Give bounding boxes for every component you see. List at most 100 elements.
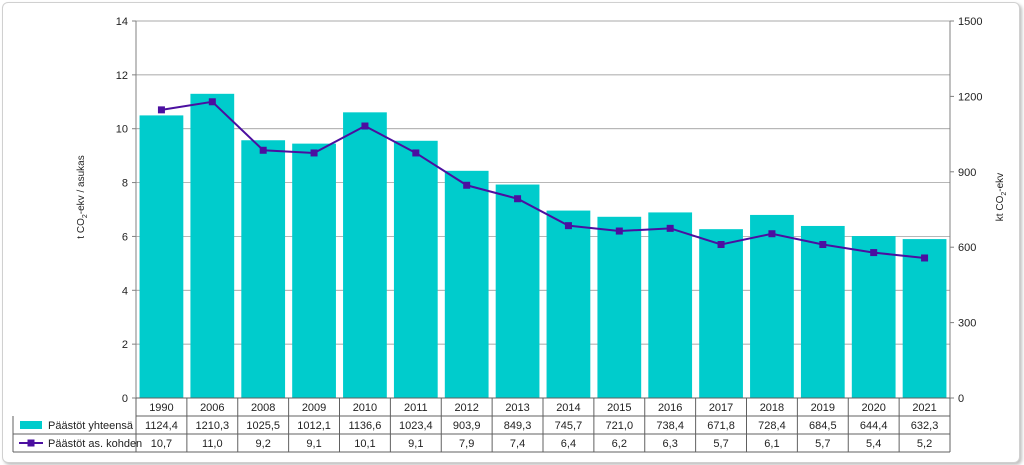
- bar: [648, 212, 693, 398]
- line-series: [157, 98, 929, 262]
- category-label: 2010: [353, 402, 377, 414]
- table-value: 849,3: [504, 420, 532, 432]
- table-value: 632,3: [911, 420, 939, 432]
- right-tick-label: 300: [958, 318, 976, 330]
- category-label: 2006: [200, 402, 224, 414]
- bar: [699, 229, 743, 398]
- bar-series: [139, 93, 947, 398]
- left-axis-label: t CO2-ekv / asukas: [76, 155, 89, 238]
- table-value: 9,1: [408, 438, 423, 450]
- line-marker: [666, 224, 674, 232]
- table-value: 1136,6: [349, 420, 382, 432]
- line-marker: [768, 230, 776, 238]
- table-value: 1023,4: [399, 420, 433, 432]
- table-value: 671,8: [707, 420, 735, 432]
- table-value: 745,7: [555, 420, 583, 432]
- line-marker: [819, 241, 827, 249]
- axes: [135, 21, 951, 398]
- bar: [597, 216, 642, 398]
- line-marker: [157, 106, 165, 114]
- table-value: 7,4: [510, 438, 525, 450]
- left-tick-label: 0: [122, 393, 128, 405]
- left-tick-label: 6: [122, 231, 128, 243]
- line-marker: [615, 227, 623, 235]
- category-label: 2019: [811, 402, 835, 414]
- category-label: 2016: [658, 402, 682, 414]
- category-label: 2018: [760, 402, 784, 414]
- right-axis-ticks: 0 300 600 900 1200 1500: [950, 16, 982, 405]
- bar: [190, 93, 235, 398]
- bar: [851, 236, 896, 398]
- legend-swatch-bar: [20, 421, 42, 429]
- table-value: 1124,4: [145, 420, 178, 432]
- table-value: 1012,1: [297, 420, 331, 432]
- right-tick-label: 1200: [958, 91, 982, 103]
- table-value: 9,1: [306, 438, 321, 450]
- left-tick-label: 2: [122, 339, 128, 351]
- bar: [444, 170, 489, 398]
- category-label: 2008: [251, 402, 275, 414]
- line-marker: [564, 222, 572, 230]
- line-marker: [717, 241, 725, 249]
- category-label: 2011: [404, 402, 428, 414]
- table-value: 11,0: [202, 438, 223, 450]
- table-value: 1210,3: [195, 420, 229, 432]
- category-label: 2021: [912, 402, 936, 414]
- bar: [241, 140, 286, 398]
- line-marker: [259, 146, 267, 154]
- table-value: 6,1: [764, 438, 779, 450]
- legend-label: Päästöt as. kohden: [48, 438, 142, 450]
- right-tick-label: 600: [958, 242, 976, 254]
- bar: [800, 225, 845, 398]
- table-value: 5,7: [815, 438, 830, 450]
- table-value: 5,2: [917, 438, 932, 450]
- left-tick-label: 4: [122, 285, 128, 297]
- line-marker: [921, 254, 929, 262]
- right-axis-label: kt CO2-ekv: [995, 173, 1008, 221]
- line-marker: [310, 149, 318, 157]
- table-value: 10,7: [151, 438, 172, 450]
- category-label: 2020: [861, 402, 885, 414]
- table-value: 6,2: [612, 438, 627, 450]
- right-tick-label: 1500: [958, 16, 982, 28]
- right-tick-label: 900: [958, 167, 976, 179]
- right-tick-label: 0: [958, 393, 964, 405]
- bar: [292, 143, 336, 398]
- table-value: 728,4: [758, 420, 786, 432]
- line-marker: [514, 195, 522, 203]
- left-tick-label: 12: [116, 70, 128, 82]
- legend-swatch-marker: [27, 439, 35, 447]
- category-label: 1990: [149, 402, 173, 414]
- table-value: 721,0: [606, 420, 634, 432]
- category-label: 2014: [556, 402, 580, 414]
- left-tick-label: 10: [116, 124, 128, 136]
- left-tick-label: 8: [122, 178, 128, 190]
- bar: [343, 112, 387, 398]
- table-value: 7,9: [459, 438, 474, 450]
- line-marker: [208, 98, 216, 106]
- table-value: 6,4: [561, 438, 576, 450]
- bar: [546, 210, 591, 398]
- bar: [393, 140, 438, 398]
- table-value: 10,1: [354, 438, 375, 450]
- data-table: 1990 2006 2008 2009 2010 2011 2012 2013 2014 2015…: [12, 397, 951, 453]
- table-value: 684,5: [809, 420, 837, 432]
- category-label: 2013: [505, 402, 529, 414]
- table-value: 1025,5: [246, 420, 280, 432]
- table-value: 5,7: [713, 438, 728, 450]
- table-value: 903,9: [453, 420, 481, 432]
- table-value: 738,4: [656, 420, 684, 432]
- bar: [495, 184, 540, 398]
- left-tick-label: 14: [116, 16, 128, 28]
- line-marker: [463, 181, 471, 189]
- bar: [139, 115, 184, 398]
- line-marker: [412, 149, 420, 157]
- legend-label: Päästöt yhteensä: [48, 420, 134, 432]
- table-value: 6,3: [663, 438, 678, 450]
- left-axis-ticks: 0 2 4 6 8 10 12 14: [116, 16, 136, 405]
- combo-chart: 0 2 4 6 8 10 12 14 0 300 600 900 1200 1500 t CO2-ekv…: [12, 16, 1008, 453]
- line-marker: [870, 249, 878, 257]
- line-path: [161, 100, 925, 259]
- bar: [750, 214, 794, 398]
- table-value: 5,4: [866, 438, 881, 450]
